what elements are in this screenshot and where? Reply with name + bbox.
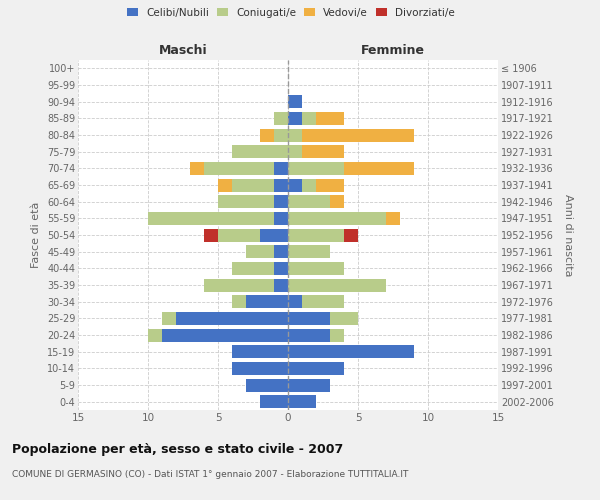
Bar: [330, 312, 358, 325]
Bar: [204, 278, 274, 291]
Bar: [232, 145, 288, 158]
Bar: [344, 162, 414, 175]
Bar: [274, 262, 288, 275]
Bar: [288, 378, 330, 392]
Bar: [288, 162, 344, 175]
Bar: [302, 295, 344, 308]
Bar: [288, 228, 344, 241]
Bar: [288, 345, 414, 358]
Bar: [148, 212, 274, 225]
Bar: [232, 295, 246, 308]
Bar: [274, 162, 288, 175]
Bar: [274, 128, 288, 141]
Bar: [330, 328, 344, 342]
Bar: [176, 312, 288, 325]
Bar: [302, 178, 316, 192]
Bar: [316, 178, 344, 192]
Bar: [330, 195, 344, 208]
Bar: [232, 345, 288, 358]
Bar: [288, 245, 330, 258]
Bar: [288, 95, 302, 108]
Bar: [218, 178, 232, 192]
Bar: [288, 328, 330, 342]
Bar: [288, 262, 344, 275]
Bar: [386, 212, 400, 225]
Text: Maschi: Maschi: [158, 44, 208, 57]
Bar: [218, 195, 274, 208]
Bar: [288, 278, 386, 291]
Y-axis label: Anni di nascita: Anni di nascita: [563, 194, 573, 276]
Bar: [232, 178, 274, 192]
Bar: [246, 245, 274, 258]
Bar: [190, 162, 204, 175]
Bar: [148, 328, 162, 342]
Bar: [302, 128, 414, 141]
Bar: [344, 228, 358, 241]
Bar: [232, 362, 288, 375]
Bar: [288, 312, 330, 325]
Bar: [204, 228, 218, 241]
Bar: [260, 128, 274, 141]
Bar: [232, 262, 274, 275]
Legend: Celibi/Nubili, Coniugati/e, Vedovi/e, Divorziati/e: Celibi/Nubili, Coniugati/e, Vedovi/e, Di…: [127, 8, 455, 18]
Bar: [246, 295, 288, 308]
Bar: [162, 312, 176, 325]
Bar: [274, 245, 288, 258]
Bar: [274, 178, 288, 192]
Bar: [274, 112, 288, 125]
Bar: [218, 228, 260, 241]
Text: Femmine: Femmine: [361, 44, 425, 57]
Bar: [162, 328, 288, 342]
Bar: [260, 228, 288, 241]
Bar: [288, 295, 302, 308]
Bar: [302, 112, 316, 125]
Bar: [246, 378, 288, 392]
Bar: [288, 195, 330, 208]
Y-axis label: Fasce di età: Fasce di età: [31, 202, 41, 268]
Bar: [288, 112, 302, 125]
Bar: [204, 162, 274, 175]
Bar: [274, 195, 288, 208]
Bar: [274, 212, 288, 225]
Bar: [274, 278, 288, 291]
Bar: [288, 212, 386, 225]
Bar: [288, 145, 302, 158]
Text: Popolazione per età, sesso e stato civile - 2007: Popolazione per età, sesso e stato civil…: [12, 442, 343, 456]
Bar: [316, 112, 344, 125]
Bar: [302, 145, 344, 158]
Text: COMUNE DI GERMASINO (CO) - Dati ISTAT 1° gennaio 2007 - Elaborazione TUTTITALIA.: COMUNE DI GERMASINO (CO) - Dati ISTAT 1°…: [12, 470, 409, 479]
Bar: [288, 178, 302, 192]
Bar: [260, 395, 288, 408]
Bar: [288, 128, 302, 141]
Bar: [288, 362, 344, 375]
Bar: [288, 395, 316, 408]
